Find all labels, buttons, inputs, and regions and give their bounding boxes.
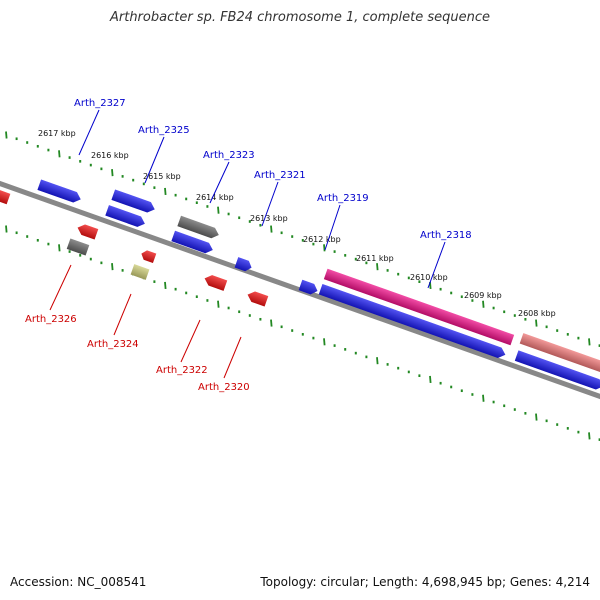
callout-line <box>209 161 230 204</box>
cds-next[interactable] <box>514 350 600 391</box>
tick-label: 2615 kbp <box>143 172 181 181</box>
outer-tick <box>217 206 220 214</box>
callout-line <box>223 336 242 379</box>
inner-tick <box>588 432 591 440</box>
tick-label: 2614 kbp <box>196 193 234 202</box>
cds-arth-2321[interactable] <box>234 257 254 273</box>
outer-tick <box>588 338 591 346</box>
tick-label: 2612 kbp <box>303 235 341 244</box>
inner-tick <box>164 281 167 289</box>
map-title: Arthrobacter sp. FB24 chromosome 1, comp… <box>109 10 491 25</box>
inner-tick-ring <box>5 225 600 441</box>
inner-tick <box>217 300 220 308</box>
callout-line <box>49 264 72 311</box>
outer-tick <box>58 150 61 158</box>
inner-tick <box>323 338 326 346</box>
cds-arth-2324[interactable] <box>140 249 157 264</box>
gene-label-reverse[interactable]: Arth_2320 <box>198 382 250 393</box>
tick-label: 2608 kbp <box>518 309 556 318</box>
topology-text: Topology: circular; Length: 4,698,945 bp… <box>260 575 590 589</box>
tick-label: 2613 kbp <box>250 214 288 223</box>
rrna-next[interactable] <box>519 333 600 373</box>
outer-tick <box>482 300 485 308</box>
callout-line <box>78 109 100 156</box>
outer-tick <box>535 319 538 327</box>
inner-tick <box>429 375 432 384</box>
gene-label-forward[interactable]: Arth_2327 <box>74 98 126 109</box>
inner-tick <box>270 319 273 327</box>
callout-line <box>144 136 165 184</box>
inner-tick <box>5 225 8 233</box>
cds-arth-2325b[interactable] <box>105 205 146 229</box>
outer-tick <box>270 225 273 233</box>
outer-tick <box>323 244 326 252</box>
rrna-arth-2318[interactable] <box>323 268 515 346</box>
tick-label: 2611 kbp <box>356 254 394 263</box>
inner-tick <box>535 413 538 421</box>
tick-label: 2616 kbp <box>91 151 129 160</box>
tick-label: 2617 kbp <box>38 129 76 138</box>
callout-line <box>324 204 341 251</box>
callout-line <box>427 241 446 289</box>
outer-tick <box>5 131 8 139</box>
cds-arth-2325[interactable] <box>111 189 156 214</box>
gene-label-forward[interactable]: Arth_2321 <box>254 170 306 181</box>
gene-callouts: Arth_2327 Arth_2325 Arth_2323 Arth_2321 Arth… <box>25 98 472 393</box>
inner-tick <box>58 244 61 252</box>
gene-label-forward[interactable]: Arth_2323 <box>203 150 255 161</box>
cds-arth-2324b[interactable] <box>130 264 150 280</box>
callout-line <box>261 181 279 227</box>
outer-tick-ring: 2617 kbp 2616 kbp 2615 kbp 2614 kbp 2613 kbp… <box>5 129 600 347</box>
inner-tick <box>111 263 114 271</box>
callout-line <box>113 293 132 336</box>
gene-label-forward[interactable]: Arth_2319 <box>317 193 369 204</box>
callout-line <box>180 319 201 363</box>
cds-arth-2319[interactable] <box>298 279 320 296</box>
cds-arth-2326[interactable] <box>76 222 99 240</box>
gene-label-reverse[interactable]: Arth_2326 <box>25 314 77 325</box>
outer-tick <box>376 263 379 271</box>
cds-arth-2320[interactable] <box>246 289 269 307</box>
outer-tick <box>164 187 167 195</box>
cds-reverse-left[interactable] <box>0 188 11 205</box>
cds-arth-2327[interactable] <box>37 179 82 204</box>
inner-tick <box>376 357 379 365</box>
gene-label-reverse[interactable]: Arth_2324 <box>87 339 139 350</box>
tick-label: 2609 kbp <box>464 291 502 300</box>
cds-arth-2323b[interactable] <box>171 230 214 255</box>
gene-label-forward[interactable]: Arth_2325 <box>138 125 190 136</box>
cds-arth-2322[interactable] <box>203 273 228 291</box>
inner-tick <box>482 394 485 402</box>
cds-arth-2318[interactable] <box>318 284 507 360</box>
gene-label-forward[interactable]: Arth_2318 <box>420 230 472 241</box>
cds-arth-2326b[interactable] <box>66 238 90 256</box>
cds-arth-2323[interactable] <box>177 215 220 240</box>
gene-label-reverse[interactable]: Arth_2322 <box>156 365 208 376</box>
outer-tick <box>111 169 114 177</box>
tick-label: 2610 kbp <box>410 273 448 282</box>
gene-features <box>0 179 600 391</box>
accession-text: Accession: NC_008541 <box>10 575 147 589</box>
